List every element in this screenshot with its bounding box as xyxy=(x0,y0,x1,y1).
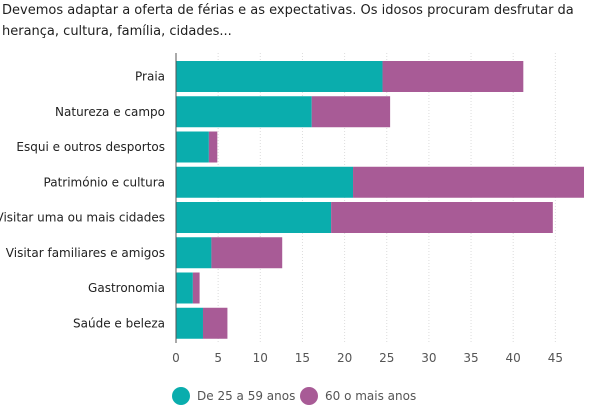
legend-swatch-series-2 xyxy=(300,387,318,405)
x-tick-label: 25 xyxy=(379,351,394,365)
x-tick-label: 15 xyxy=(295,351,310,365)
legend-item-series-2[interactable]: 60 o mais anos xyxy=(300,386,416,406)
category-label: Praia xyxy=(135,70,165,84)
chart-title: Devemos adaptar a oferta de férias e as … xyxy=(2,3,574,39)
category-label: Esqui e outros desportos xyxy=(16,140,165,154)
bar-segment-series-1[interactable] xyxy=(176,202,332,233)
bar-segment-series-1[interactable] xyxy=(176,96,312,128)
stacked-bar-chart: Praia Natureza e campo Esqui e outros desp… xyxy=(0,53,585,365)
legend: De 25 a 59 anos 60 o mais anos xyxy=(0,386,598,406)
category-label: Visitar familiares e amigos xyxy=(6,246,165,260)
category-label: Saúde e beleza xyxy=(73,316,165,330)
bar-segment-series-1[interactable] xyxy=(176,61,383,92)
bar-segment-series-2[interactable] xyxy=(311,96,391,128)
bar-segment-series-1[interactable] xyxy=(176,272,193,304)
bar-segment-series-1[interactable] xyxy=(176,237,212,269)
category-label: Natureza e campo xyxy=(55,105,165,119)
bar-segment-series-1[interactable] xyxy=(176,307,203,339)
x-tick-label: 35 xyxy=(463,351,478,365)
bar-segment-series-2[interactable] xyxy=(353,166,585,198)
x-tick-label: 45 xyxy=(548,351,563,365)
x-tick-label: 30 xyxy=(421,351,436,365)
x-axis: 0 5 10 15 20 25 30 35 40 45 xyxy=(172,53,563,365)
x-tick-label: 5 xyxy=(214,351,222,365)
category-labels: Praia Natureza e campo Esqui e outros desp… xyxy=(0,70,165,331)
x-tick-label: 10 xyxy=(253,351,268,365)
bar-segment-series-1[interactable] xyxy=(176,131,209,163)
x-tick-label: 20 xyxy=(337,351,352,365)
category-label: Visitar uma ou mais cidades xyxy=(0,211,165,225)
bar-segment-series-2[interactable] xyxy=(211,237,283,269)
x-tick-label: 0 xyxy=(172,351,180,365)
category-label: Gastronomia xyxy=(88,281,165,295)
bar-segment-series-2[interactable] xyxy=(208,131,218,163)
category-label: Património e cultura xyxy=(44,175,165,189)
legend-label-series-2: 60 o mais anos xyxy=(325,389,417,403)
legend-label-series-1: De 25 a 59 anos xyxy=(197,389,296,403)
legend-item-series-1[interactable]: De 25 a 59 anos xyxy=(172,386,295,406)
x-tick-label: 40 xyxy=(506,351,521,365)
bar-segment-series-2[interactable] xyxy=(331,202,553,233)
bar-segment-series-2[interactable] xyxy=(192,272,200,304)
bars xyxy=(176,61,585,339)
bar-segment-series-1[interactable] xyxy=(176,166,354,198)
bar-segment-series-2[interactable] xyxy=(202,307,228,339)
bar-segment-series-2[interactable] xyxy=(382,61,524,92)
legend-swatch-series-1 xyxy=(172,387,190,405)
